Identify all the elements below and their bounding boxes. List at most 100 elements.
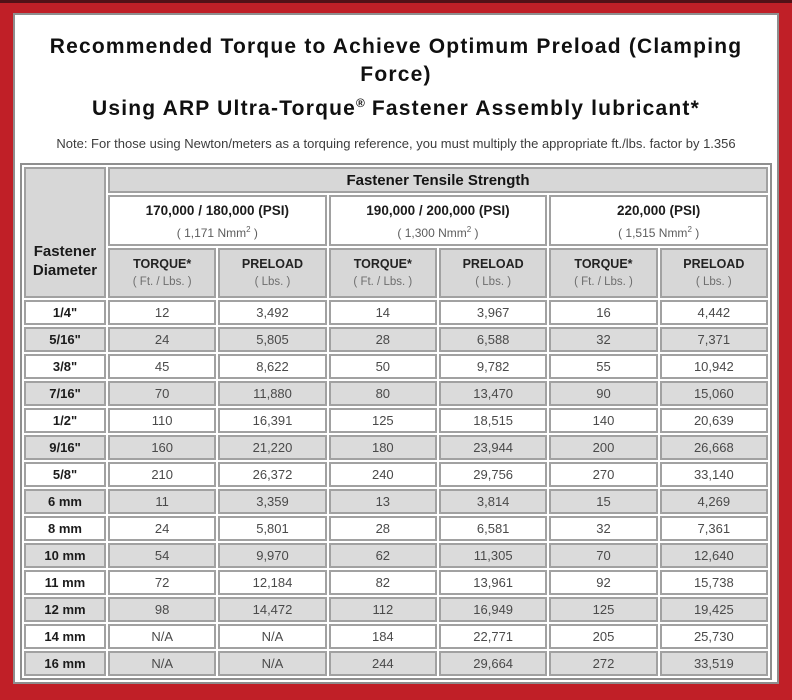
- preload-value-cell: 3,967: [438, 300, 548, 325]
- torque-value-cell: 11: [108, 489, 217, 514]
- preload-value-cell: 9,970: [218, 543, 327, 568]
- nmm-rating: ( 1,300 Nmm2 ): [397, 225, 479, 240]
- preload-unit: ( Lbs. ): [475, 276, 512, 288]
- torque-unit: ( Ft. / Lbs. ): [132, 276, 192, 288]
- torque-value-cell: 70: [108, 381, 217, 406]
- torque-unit: ( Ft. / Lbs. ): [353, 276, 413, 288]
- preload-unit: ( Lbs. ): [695, 276, 732, 288]
- preload-value-cell: 7,371: [659, 327, 768, 352]
- title-line-2: Using ARP Ultra-Torque® Fastener Assembl…: [20, 89, 772, 123]
- preload-value-cell: 12,184: [218, 570, 327, 595]
- torque-label: TORQUE*: [574, 257, 633, 271]
- preload-value-cell: 7,361: [659, 516, 768, 541]
- preload-value-cell: 23,944: [438, 435, 548, 460]
- table-row: 11 mm 72 12,184 82 13,961 92 15,738: [24, 570, 768, 595]
- diameter-cell: 16 mm: [24, 651, 106, 676]
- preload-label: PRELOAD: [683, 257, 745, 271]
- preload-value-cell: 3,359: [218, 489, 327, 514]
- torque-value-cell: 98: [108, 597, 217, 622]
- diameter-cell: 11 mm: [24, 570, 106, 595]
- torque-value-cell: 112: [328, 597, 437, 622]
- torque-value-cell: 24: [108, 516, 217, 541]
- preload-value-cell: 29,756: [438, 462, 548, 487]
- corner-header-fastener-diameter: Fastener Diameter: [24, 167, 106, 298]
- preload-value-cell: 14,472: [218, 597, 327, 622]
- torque-value-cell: N/A: [108, 651, 217, 676]
- preload-label: PRELOAD: [241, 257, 304, 271]
- torque-value-cell: 180: [328, 435, 437, 460]
- nmm-rating: ( 1,171 Nmm2 ): [176, 225, 258, 240]
- diameter-cell: 8 mm: [24, 516, 106, 541]
- document-title: Recommended Torque to Achieve Optimum Pr…: [20, 33, 772, 123]
- preload-value-cell: 26,372: [218, 462, 327, 487]
- preload-value-cell: 19,425: [659, 597, 768, 622]
- diameter-cell: 5/8": [24, 462, 106, 487]
- preload-label: PRELOAD: [462, 257, 524, 271]
- torque-value-cell: 62: [328, 543, 437, 568]
- table-row: 12 mm 98 14,472 112 16,949 125 19,425: [24, 597, 768, 622]
- table-row: 3/8" 45 8,622 50 9,782 55 10,942: [24, 354, 768, 379]
- preload-value-cell: 13,961: [438, 570, 548, 595]
- preload-value-cell: 5,801: [218, 516, 327, 541]
- psi-rating: 170,000 / 180,000 (PSI): [145, 203, 289, 218]
- torque-value-cell: 80: [328, 381, 437, 406]
- torque-value-cell: 24: [108, 327, 217, 352]
- preload-value-cell: 10,942: [659, 354, 768, 379]
- diameter-cell: 5/16": [24, 327, 106, 352]
- torque-value-cell: 15: [549, 489, 658, 514]
- torque-value-cell: 14: [328, 300, 437, 325]
- preload-value-cell: 9,782: [438, 354, 548, 379]
- preload-value-cell: 4,442: [659, 300, 768, 325]
- preload-value-cell: 15,738: [659, 570, 768, 595]
- table-row: 1/4" 12 3,492 14 3,967 16 4,442: [24, 300, 768, 325]
- torque-value-cell: 270: [549, 462, 658, 487]
- preload-value-cell: 20,639: [659, 408, 768, 433]
- torque-unit: ( Ft. / Lbs. ): [574, 276, 633, 288]
- torque-value-cell: 55: [549, 354, 658, 379]
- torque-column-header: TORQUE* ( Ft. / Lbs. ): [328, 248, 437, 298]
- note-text: Note: For those using Newton/meters as a…: [56, 136, 736, 151]
- title-line-2-rest: Fastener Assembly lubricant*: [364, 97, 700, 120]
- torque-value-cell: 28: [328, 516, 437, 541]
- diameter-cell: 12 mm: [24, 597, 106, 622]
- preload-value-cell: 16,949: [438, 597, 548, 622]
- nmm-rating: ( 1,515 Nmm2 ): [618, 225, 700, 240]
- torque-value-cell: 92: [549, 570, 658, 595]
- torque-value-cell: 160: [108, 435, 217, 460]
- torque-value-cell: 32: [549, 327, 658, 352]
- preload-value-cell: 3,814: [438, 489, 548, 514]
- table-row: 10 mm 54 9,970 62 11,305 70 12,640: [24, 543, 768, 568]
- torque-column-header: TORQUE* ( Ft. / Lbs. ): [108, 248, 217, 298]
- preload-column-header: PRELOAD ( Lbs. ): [218, 248, 327, 298]
- torque-column-header: TORQUE* ( Ft. / Lbs. ): [549, 248, 658, 298]
- torque-value-cell: 210: [108, 462, 217, 487]
- preload-value-cell: 6,581: [438, 516, 548, 541]
- torque-value-cell: 205: [549, 624, 658, 649]
- torque-value-cell: 140: [549, 408, 658, 433]
- preload-value-cell: 11,880: [218, 381, 327, 406]
- torque-value-cell: 244: [328, 651, 437, 676]
- torque-value-cell: 28: [328, 327, 437, 352]
- psi-rating: 220,000 (PSI): [617, 203, 701, 218]
- table-row: 14 mm N/A N/A 184 22,771 205 25,730: [24, 624, 768, 649]
- strength-group-220-psi: 220,000 (PSI) ( 1,515 Nmm2 ): [549, 195, 768, 246]
- preload-value-cell: 29,664: [438, 651, 548, 676]
- torque-value-cell: 50: [328, 354, 437, 379]
- preload-unit: ( Lbs. ): [254, 276, 291, 288]
- preload-value-cell: 4,269: [659, 489, 768, 514]
- diameter-cell: 14 mm: [24, 624, 106, 649]
- table-row: 9/16" 160 21,220 180 23,944 200 26,668: [24, 435, 768, 460]
- tensile-strength-header: Fastener Tensile Strength: [108, 167, 768, 193]
- table-row: 6 mm 11 3,359 13 3,814 15 4,269: [24, 489, 768, 514]
- preload-value-cell: 8,622: [218, 354, 327, 379]
- torque-value-cell: 110: [108, 408, 217, 433]
- preload-column-header: PRELOAD ( Lbs. ): [659, 248, 768, 298]
- table-row: 5/16" 24 5,805 28 6,588 32 7,371: [24, 327, 768, 352]
- preload-value-cell: 6,588: [438, 327, 548, 352]
- diameter-cell: 6 mm: [24, 489, 106, 514]
- preload-value-cell: 3,492: [218, 300, 327, 325]
- preload-value-cell: 26,668: [659, 435, 768, 460]
- torque-value-cell: 240: [328, 462, 437, 487]
- torque-value-cell: 12: [108, 300, 217, 325]
